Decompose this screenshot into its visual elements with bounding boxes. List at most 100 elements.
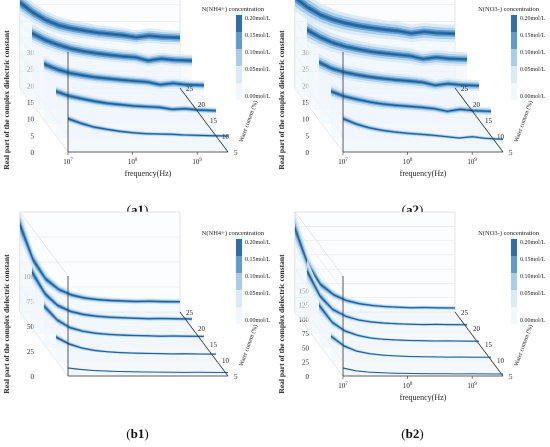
y-axis-label: Real part of the complex dielectric cons… bbox=[277, 30, 286, 170]
y-tick-label: 0 bbox=[306, 373, 310, 381]
z-tick-label: 20 bbox=[198, 325, 206, 333]
y-tick-label: 10 bbox=[27, 116, 35, 124]
y-gridline-side bbox=[294, 226, 344, 291]
chart-b1: 0255075100510152025Water content (%)Real… bbox=[2, 209, 271, 394]
series-line bbox=[43, 305, 205, 337]
legend-swatch bbox=[236, 32, 242, 49]
panel-label-b1: (b1) bbox=[126, 426, 149, 441]
band-4 bbox=[20, 0, 180, 40]
ribbon-water-25 bbox=[19, 209, 181, 320]
z-axis-label: Water content (%) bbox=[238, 100, 260, 144]
legend-title: N(NO3-) concentration bbox=[478, 230, 540, 237]
series-line bbox=[31, 32, 193, 62]
legend-swatch bbox=[511, 66, 517, 83]
band-1 bbox=[32, 24, 192, 67]
legend-swatch bbox=[511, 307, 517, 324]
legend-swatch bbox=[236, 83, 242, 100]
band-1 bbox=[68, 114, 228, 138]
x-axis-label: frequency(Hz) bbox=[125, 169, 172, 178]
ribbon-water-25 bbox=[294, 212, 456, 320]
ribbon-water-10 bbox=[330, 331, 492, 362]
chart-a2: 051015202530107108109frequency(Hz)510152… bbox=[277, 0, 546, 178]
band-1 bbox=[331, 84, 491, 116]
y-tick-label: 75 bbox=[302, 330, 310, 338]
ribbon-curtain bbox=[32, 281, 192, 334]
x-tick-label: 107 bbox=[338, 381, 348, 390]
y-tick-label: 25 bbox=[27, 348, 35, 356]
z-tick-label: 15 bbox=[485, 341, 493, 349]
legend-swatch bbox=[511, 83, 517, 100]
legend-label: 0.10mol/L bbox=[520, 274, 546, 280]
legend-label: 0.15mol/L bbox=[245, 257, 271, 263]
ribbon-water-5 bbox=[67, 114, 229, 152]
legend-swatch bbox=[511, 32, 517, 49]
z-axis bbox=[179, 311, 229, 377]
series-line bbox=[330, 90, 492, 112]
z-tick-label: 25 bbox=[186, 309, 194, 317]
legend-label: 0.10mol/L bbox=[245, 50, 271, 56]
y-tick-label: 50 bbox=[27, 323, 35, 331]
z-tick-label: 15 bbox=[210, 341, 218, 349]
series-line bbox=[294, 228, 456, 309]
series-line bbox=[19, 2, 181, 39]
z-axis-label: Water content (%) bbox=[238, 324, 260, 368]
plot-area: 0255075100125150107108109frequency(Hz)51… bbox=[277, 211, 535, 402]
series-line bbox=[330, 335, 492, 358]
z-tick-label: 5 bbox=[509, 373, 513, 381]
y-tick-label: 15 bbox=[27, 99, 35, 107]
legend-label: 0.00mol/L bbox=[245, 318, 271, 324]
legend-swatch bbox=[236, 256, 242, 273]
legend-label: 0.15mol/L bbox=[245, 33, 271, 39]
z-tick-label: 20 bbox=[473, 325, 481, 333]
z-tick-label: 10 bbox=[497, 133, 505, 141]
z-tick-label: 5 bbox=[234, 373, 238, 381]
band-1 bbox=[44, 299, 204, 339]
z-axis-label: Water content (%) bbox=[513, 100, 535, 144]
y-axis-label: Real part of the complex dielectric cons… bbox=[2, 254, 11, 394]
legend-swatch bbox=[236, 239, 242, 256]
panel-b1: 0255075100510152025Water content (%)Real… bbox=[0, 209, 275, 447]
x-axis-label: frequency(Hz) bbox=[400, 393, 447, 402]
concentration-legend: N(NH4+) concentration 0.20mol/L 0.15mol/L 0… bbox=[202, 6, 271, 100]
y-axis-label: Real part of the complex dielectric cons… bbox=[2, 30, 11, 170]
plot-area: 0255075100510152025Water content (%)Real… bbox=[2, 209, 260, 394]
z-tick-label: 10 bbox=[222, 357, 230, 365]
z-tick-label: 25 bbox=[461, 309, 469, 317]
series-line bbox=[43, 63, 205, 86]
z-axis-label: Water content (%) bbox=[513, 324, 535, 368]
y-tick-label: 25 bbox=[302, 359, 310, 367]
chart-b2: 0255075100125150107108109frequency(Hz)51… bbox=[277, 211, 546, 402]
legend-label: 0.05mol/L bbox=[520, 291, 546, 297]
legend-swatch bbox=[236, 49, 242, 66]
legend-label: 0.10mol/L bbox=[245, 274, 271, 280]
z-tick-label: 5 bbox=[234, 149, 238, 157]
legend-swatch bbox=[236, 290, 242, 307]
y-tick-label: 0 bbox=[31, 373, 35, 381]
legend-label: 0.00mol/L bbox=[520, 318, 546, 324]
y-axis-label: Real part of the complex dielectric cons… bbox=[277, 254, 286, 394]
z-axis bbox=[454, 311, 504, 377]
panel-a2: 051015202530107108109frequency(Hz)510152… bbox=[275, 0, 550, 223]
concentration-legend: N(NH4+) concentration 0.20mol/L 0.15mol/L 0… bbox=[202, 230, 271, 324]
legend-label: 0.05mol/L bbox=[245, 291, 271, 297]
series-line bbox=[342, 118, 504, 140]
z-tick-label: 20 bbox=[198, 101, 206, 109]
series-line bbox=[55, 90, 217, 112]
ribbon-water-5 bbox=[342, 366, 504, 376]
plot-area: 051015202530107108109frequency(Hz)510152… bbox=[2, 0, 259, 178]
ribbon-curtain bbox=[68, 122, 228, 152]
series-line bbox=[342, 367, 504, 375]
panel-a1: 051015202530107108109frequency(Hz)510152… bbox=[0, 0, 275, 223]
ribbon-water-15 bbox=[318, 297, 480, 348]
series-line bbox=[67, 118, 229, 137]
band-2 bbox=[295, 0, 455, 40]
legend-swatch bbox=[236, 66, 242, 83]
x-tick-label: 109 bbox=[467, 157, 477, 166]
y-gridline-side bbox=[19, 211, 69, 277]
legend-swatch bbox=[511, 49, 517, 66]
series-line bbox=[55, 336, 217, 355]
legend-label: 0.00mol/L bbox=[520, 94, 546, 100]
series-line bbox=[67, 367, 229, 373]
legend-swatch bbox=[511, 239, 517, 256]
legend-label: 0.15mol/L bbox=[520, 257, 546, 263]
